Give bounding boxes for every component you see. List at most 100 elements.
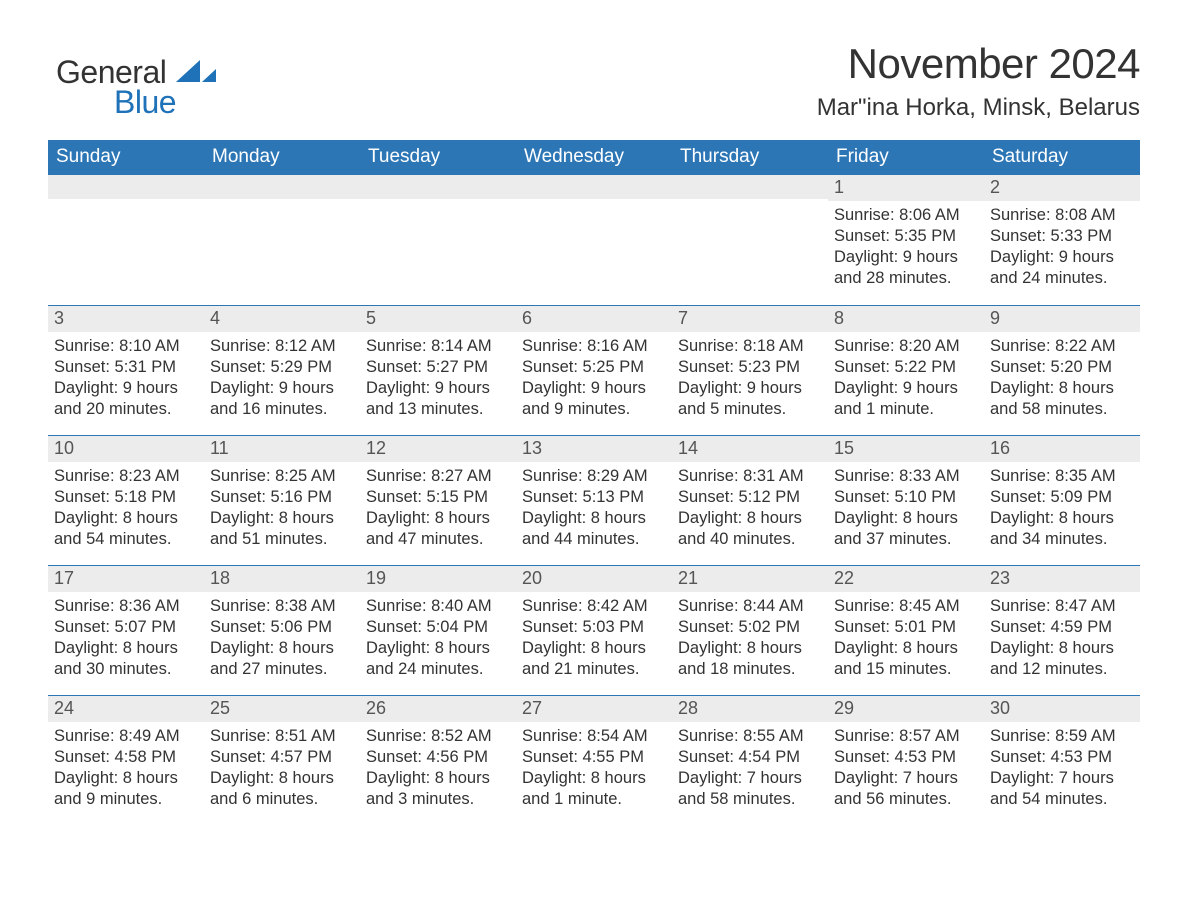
day-number: 9 — [984, 305, 1140, 332]
sunrise-line: Sunrise: 8:54 AM — [522, 726, 666, 747]
calendar-week-row: 24Sunrise: 8:49 AMSunset: 4:58 PMDayligh… — [48, 695, 1140, 814]
calendar-day-cell: 15Sunrise: 8:33 AMSunset: 5:10 PMDayligh… — [828, 435, 984, 565]
day-number: 5 — [360, 305, 516, 332]
day-details: Sunrise: 8:38 AMSunset: 5:06 PMDaylight:… — [204, 592, 360, 684]
day-number: 23 — [984, 565, 1140, 592]
sunset-line: Sunset: 5:12 PM — [678, 487, 822, 508]
sunrise-line: Sunrise: 8:08 AM — [990, 205, 1134, 226]
day-number: 11 — [204, 435, 360, 462]
day-details: Sunrise: 8:49 AMSunset: 4:58 PMDaylight:… — [48, 722, 204, 814]
day-details: Sunrise: 8:57 AMSunset: 4:53 PMDaylight:… — [828, 722, 984, 814]
day-details: Sunrise: 8:23 AMSunset: 5:18 PMDaylight:… — [48, 462, 204, 554]
sunrise-line: Sunrise: 8:57 AM — [834, 726, 978, 747]
logo-word-blue: Blue — [114, 86, 176, 118]
day-number: 12 — [360, 435, 516, 462]
day-number: 10 — [48, 435, 204, 462]
calendar-day-cell: 26Sunrise: 8:52 AMSunset: 4:56 PMDayligh… — [360, 695, 516, 814]
sunset-line: Sunset: 5:13 PM — [522, 487, 666, 508]
calendar-empty-cell — [516, 175, 672, 305]
sunset-line: Sunset: 5:31 PM — [54, 357, 198, 378]
sunset-line: Sunset: 5:07 PM — [54, 617, 198, 638]
sunset-line: Sunset: 5:06 PM — [210, 617, 354, 638]
daylight-line: Daylight: 8 hours and 51 minutes. — [210, 508, 354, 550]
daylight-line: Daylight: 8 hours and 34 minutes. — [990, 508, 1134, 550]
sunrise-line: Sunrise: 8:27 AM — [366, 466, 510, 487]
day-details: Sunrise: 8:18 AMSunset: 5:23 PMDaylight:… — [672, 332, 828, 424]
daylight-line: Daylight: 9 hours and 1 minute. — [834, 378, 978, 420]
weekday-header: Sunday — [48, 140, 204, 175]
sunrise-line: Sunrise: 8:55 AM — [678, 726, 822, 747]
sunset-line: Sunset: 5:25 PM — [522, 357, 666, 378]
calendar-day-cell: 11 Sunrise: 8:25 AMSunset: 5:16 PMDayligh… — [204, 435, 360, 565]
calendar-day-cell: 10Sunrise: 8:23 AMSunset: 5:18 PMDayligh… — [48, 435, 204, 565]
sunset-line: Sunset: 4:56 PM — [366, 747, 510, 768]
sunset-line: Sunset: 5:27 PM — [366, 357, 510, 378]
calendar-empty-cell — [672, 175, 828, 305]
day-number: 4 — [204, 305, 360, 332]
daynum-strip-empty — [204, 175, 360, 199]
sunrise-line: Sunrise: 8:35 AM — [990, 466, 1134, 487]
day-number: 14 — [672, 435, 828, 462]
daylight-line: Daylight: 9 hours and 16 minutes. — [210, 378, 354, 420]
sunset-line: Sunset: 4:55 PM — [522, 747, 666, 768]
weekday-header: Monday — [204, 140, 360, 175]
sunrise-line: Sunrise: 8:25 AM — [210, 466, 354, 487]
calendar-day-cell: 19Sunrise: 8:40 AMSunset: 5:04 PMDayligh… — [360, 565, 516, 695]
day-details: Sunrise: 8:40 AMSunset: 5:04 PMDaylight:… — [360, 592, 516, 684]
sunrise-line: Sunrise: 8:36 AM — [54, 596, 198, 617]
daylight-line: Daylight: 8 hours and 6 minutes. — [210, 768, 354, 810]
calendar-day-cell: 27Sunrise: 8:54 AMSunset: 4:55 PMDayligh… — [516, 695, 672, 814]
day-number: 13 — [516, 435, 672, 462]
daynum-strip-empty — [48, 175, 204, 199]
sunset-line: Sunset: 5:16 PM — [210, 487, 354, 508]
day-number: 22 — [828, 565, 984, 592]
sunset-line: Sunset: 5:33 PM — [990, 226, 1134, 247]
sunrise-line: Sunrise: 8:10 AM — [54, 336, 198, 357]
sunrise-line: Sunrise: 8:49 AM — [54, 726, 198, 747]
calendar-day-cell: 6Sunrise: 8:16 AMSunset: 5:25 PMDaylight… — [516, 305, 672, 435]
calendar-day-cell: 25Sunrise: 8:51 AMSunset: 4:57 PMDayligh… — [204, 695, 360, 814]
daylight-line: Daylight: 8 hours and 1 minute. — [522, 768, 666, 810]
calendar-day-cell: 14Sunrise: 8:31 AMSunset: 5:12 PMDayligh… — [672, 435, 828, 565]
day-details: Sunrise: 8:33 AMSunset: 5:10 PMDaylight:… — [828, 462, 984, 554]
sunset-line: Sunset: 5:23 PM — [678, 357, 822, 378]
calendar-day-cell: 5Sunrise: 8:14 AMSunset: 5:27 PMDaylight… — [360, 305, 516, 435]
day-details: Sunrise: 8:54 AMSunset: 4:55 PMDaylight:… — [516, 722, 672, 814]
calendar-day-cell: 1Sunrise: 8:06 AMSunset: 5:35 PMDaylight… — [828, 175, 984, 305]
daylight-line: Daylight: 8 hours and 9 minutes. — [54, 768, 198, 810]
day-details: Sunrise: 8:55 AMSunset: 4:54 PMDaylight:… — [672, 722, 828, 814]
calendar-day-cell: 3Sunrise: 8:10 AMSunset: 5:31 PMDaylight… — [48, 305, 204, 435]
day-number: 8 — [828, 305, 984, 332]
sunset-line: Sunset: 5:01 PM — [834, 617, 978, 638]
sunset-line: Sunset: 5:02 PM — [678, 617, 822, 638]
logo-text: General Blue — [56, 56, 176, 118]
day-number: 19 — [360, 565, 516, 592]
day-details: Sunrise: 8:08 AMSunset: 5:33 PMDaylight:… — [984, 201, 1140, 293]
sunrise-line: Sunrise: 8:42 AM — [522, 596, 666, 617]
calendar-week-row: 1Sunrise: 8:06 AMSunset: 5:35 PMDaylight… — [48, 175, 1140, 305]
weekday-header: Tuesday — [360, 140, 516, 175]
page: General Blue November 2024 Mar"ina Horka… — [0, 0, 1188, 918]
day-details: Sunrise: 8:16 AMSunset: 5:25 PMDaylight:… — [516, 332, 672, 424]
day-details: Sunrise: 8:47 AMSunset: 4:59 PMDaylight:… — [984, 592, 1140, 684]
day-details: Sunrise: 8:31 AMSunset: 5:12 PMDaylight:… — [672, 462, 828, 554]
daylight-line: Daylight: 8 hours and 15 minutes. — [834, 638, 978, 680]
sunset-line: Sunset: 5:20 PM — [990, 357, 1134, 378]
day-details: Sunrise: 8:51 AMSunset: 4:57 PMDaylight:… — [204, 722, 360, 814]
sunrise-line: Sunrise: 8:29 AM — [522, 466, 666, 487]
daylight-line: Daylight: 8 hours and 47 minutes. — [366, 508, 510, 550]
daylight-line: Daylight: 7 hours and 56 minutes. — [834, 768, 978, 810]
day-number: 6 — [516, 305, 672, 332]
day-number: 1 — [828, 175, 984, 201]
calendar-day-cell: 4Sunrise: 8:12 AMSunset: 5:29 PMDaylight… — [204, 305, 360, 435]
day-number: 26 — [360, 695, 516, 722]
daylight-line: Daylight: 8 hours and 3 minutes. — [366, 768, 510, 810]
daylight-line: Daylight: 9 hours and 24 minutes. — [990, 247, 1134, 289]
calendar-week-row: 17Sunrise: 8:36 AMSunset: 5:07 PMDayligh… — [48, 565, 1140, 695]
day-details: Sunrise: 8:44 AMSunset: 5:02 PMDaylight:… — [672, 592, 828, 684]
calendar-body: 1Sunrise: 8:06 AMSunset: 5:35 PMDaylight… — [48, 175, 1140, 814]
sunrise-line: Sunrise: 8:33 AM — [834, 466, 978, 487]
calendar-table: SundayMondayTuesdayWednesdayThursdayFrid… — [48, 140, 1140, 814]
calendar-day-cell: 23Sunrise: 8:47 AMSunset: 4:59 PMDayligh… — [984, 565, 1140, 695]
daylight-line: Daylight: 8 hours and 24 minutes. — [366, 638, 510, 680]
